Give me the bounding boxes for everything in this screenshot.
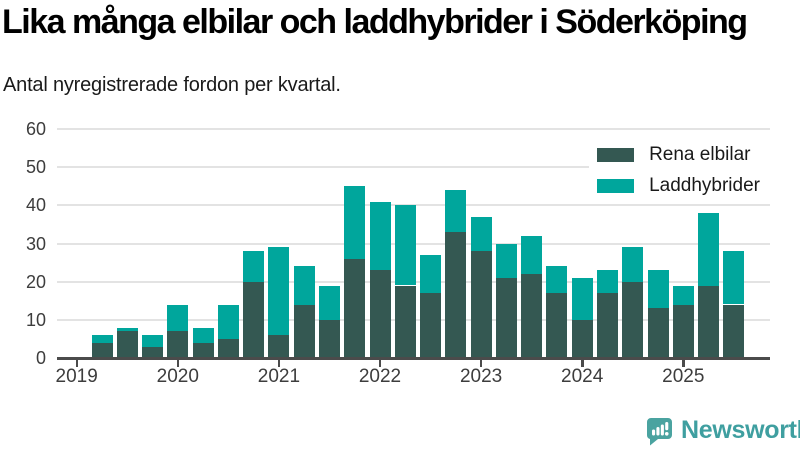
bar-segment-2022-Q2 — [394, 205, 416, 286]
bar-segment-2019-Q2 — [91, 335, 113, 343]
bar-segment-2020-Q1 — [167, 331, 189, 358]
bar-segment-2024-Q3 — [622, 281, 644, 358]
x-axis-line — [57, 357, 770, 360]
y-axis-tick-label: 60 — [25, 119, 46, 139]
chart-subtitle: Antal nyregistrerade fordon per kvartal. — [3, 74, 341, 96]
x-axis-tick — [479, 359, 483, 367]
bar-segment-2025-Q3 — [723, 251, 745, 305]
bar-segment-2024-Q2 — [597, 293, 618, 358]
legend-swatch-laddhybrider — [597, 179, 635, 193]
legend-label-elbilar: Rena elbilar — [649, 144, 751, 165]
y-axis-tick-label: 40 — [25, 195, 46, 216]
bar-segment-2019-Q4 — [142, 346, 163, 359]
bar-segment-2023-Q1 — [470, 251, 492, 358]
bar-segment-2022-Q2 — [394, 285, 416, 358]
x-axis-tick — [277, 359, 281, 367]
bar-segment-2020-Q3 — [217, 338, 239, 358]
bar-segment-2020-Q4 — [243, 251, 265, 282]
brand-wordmark: Newsworthy — [681, 416, 800, 444]
bar-segment-2025-Q1 — [672, 285, 694, 305]
x-axis-tick — [682, 359, 685, 367]
bar-segment-2020-Q2 — [192, 327, 214, 343]
bar-segment-2023-Q2 — [495, 277, 517, 359]
bar-segment-2020-Q3 — [217, 304, 239, 339]
bar-segment-2022-Q1 — [369, 270, 391, 358]
newsworthy-branding: Newsworthy — [644, 415, 800, 446]
gridline-y60 — [57, 128, 770, 130]
bar-segment-2019-Q4 — [142, 335, 163, 347]
bar-segment-2024-Q2 — [597, 270, 618, 294]
y-axis-tick-label: 30 — [25, 233, 46, 254]
bar-segment-2021-Q2 — [293, 266, 315, 305]
bar-segment-2021-Q1 — [268, 247, 290, 336]
bar-segment-2025-Q3 — [723, 304, 745, 358]
bar-segment-2023-Q4 — [546, 293, 568, 358]
bar-segment-2022-Q1 — [369, 201, 391, 271]
bar-segment-2023-Q1 — [470, 216, 492, 252]
x-axis-tick-label: 2020 — [156, 366, 199, 387]
bar-segment-2023-Q3 — [521, 235, 543, 275]
bar-segment-2019-Q3 — [116, 327, 138, 332]
bar-segment-2022-Q3 — [420, 254, 441, 294]
bar-segment-2023-Q3 — [521, 274, 543, 358]
x-axis-tick — [75, 359, 78, 367]
legend-item-laddhybrider: Laddhybrider — [597, 175, 760, 197]
bar-segment-2021-Q3 — [318, 285, 340, 320]
bar-segment-2024-Q3 — [622, 247, 644, 282]
x-axis-tick-label: 2023 — [459, 366, 503, 387]
chart-legend: Rena elbilar Laddhybrider — [589, 139, 770, 202]
bar-segment-2025-Q1 — [672, 304, 694, 358]
bar-segment-2025-Q2 — [698, 213, 720, 286]
bar-segment-2021-Q1 — [268, 335, 290, 358]
y-axis-tick-label: 20 — [25, 271, 46, 292]
chart-title: Lika många elbilar och laddhybrider i Sö… — [2, 3, 748, 41]
bar-segment-2020-Q2 — [192, 342, 214, 358]
x-axis-tick-label: 2024 — [561, 366, 604, 387]
bar-segment-2021-Q4 — [344, 258, 366, 358]
bar-segment-2022-Q3 — [420, 293, 441, 358]
x-axis-tick — [378, 359, 382, 367]
bar-segment-2021-Q4 — [344, 186, 366, 259]
x-axis-tick-label: 2022 — [358, 366, 402, 387]
x-axis-tick-label: 2025 — [662, 366, 705, 387]
bar-segment-2024-Q1 — [571, 277, 593, 320]
x-axis-tick-label: 2021 — [257, 366, 301, 387]
bar-segment-2020-Q4 — [243, 281, 265, 358]
bar-segment-2022-Q4 — [445, 190, 467, 233]
y-axis-tick-label: 50 — [25, 157, 46, 178]
bar-segment-2024-Q4 — [647, 270, 669, 309]
bar-segment-2021-Q3 — [318, 319, 340, 358]
bar-segment-2023-Q4 — [546, 266, 568, 294]
bar-segment-2019-Q3 — [116, 331, 138, 358]
gridline-y50 — [57, 166, 770, 169]
bar-segment-2020-Q1 — [167, 304, 189, 332]
y-axis-tick-label: 10 — [25, 309, 46, 330]
y-axis-tick-label: 0 — [35, 348, 46, 368]
bar-segment-2024-Q4 — [647, 308, 669, 358]
bar-segment-2025-Q2 — [698, 285, 720, 358]
bar-segment-2021-Q2 — [293, 304, 315, 358]
legend-swatch-elbilar — [597, 148, 635, 162]
bar-segment-2022-Q4 — [445, 232, 467, 359]
bar-segment-2024-Q1 — [571, 319, 593, 358]
speech-bubble-bar-chart-icon — [646, 418, 672, 446]
bar-segment-2019-Q2 — [91, 342, 113, 358]
x-axis-tick-label: 2019 — [55, 366, 98, 387]
x-axis-tick — [581, 359, 584, 367]
legend-label-laddhybrider: Laddhybrider — [649, 175, 760, 196]
x-axis-tick — [176, 359, 180, 367]
legend-item-elbilar: Rena elbilar — [597, 144, 760, 166]
bar-segment-2023-Q2 — [495, 243, 517, 278]
